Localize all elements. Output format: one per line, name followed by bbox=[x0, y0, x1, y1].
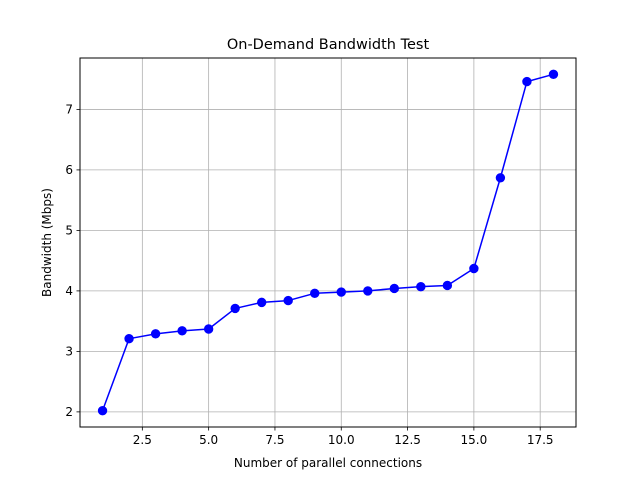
x-tick-label: 7.5 bbox=[265, 433, 284, 447]
data-point bbox=[389, 283, 400, 294]
data-point bbox=[469, 263, 479, 274]
data-point bbox=[150, 329, 161, 339]
data-point bbox=[310, 288, 320, 299]
plot-frame bbox=[79, 57, 577, 428]
y-tick-label: 7 bbox=[65, 103, 73, 117]
data-point bbox=[522, 76, 532, 87]
data-point bbox=[203, 324, 214, 334]
data-point bbox=[363, 286, 373, 296]
y-tick-label: 2 bbox=[65, 405, 73, 419]
x-tick-label: 10.0 bbox=[328, 433, 355, 447]
data-point bbox=[97, 405, 108, 416]
y-tick-label: 6 bbox=[65, 163, 73, 177]
x-tick-label: 2.5 bbox=[133, 433, 152, 447]
x-tick-label: 12.5 bbox=[394, 433, 421, 447]
series-layer bbox=[97, 69, 559, 416]
ticks: 2.5 5.0 7.5 10.0 12.5 15.0 17.5 2 3 4 5 6 7 bbox=[65, 103, 553, 447]
data-point bbox=[283, 295, 293, 306]
y-tick-label: 5 bbox=[65, 224, 73, 238]
data-point bbox=[177, 326, 187, 336]
data-point bbox=[336, 287, 346, 297]
x-tick-label: 17.5 bbox=[527, 433, 554, 447]
y-axis-label: Bandwidth (Mbps) bbox=[40, 188, 54, 297]
y-tick-label: 4 bbox=[65, 284, 73, 298]
y-tick-label: 3 bbox=[65, 345, 73, 359]
chart-title: On-Demand Bandwidth Test bbox=[227, 37, 430, 53]
data-point bbox=[416, 281, 426, 292]
data-point bbox=[548, 69, 559, 80]
x-tick-label: 5.0 bbox=[199, 433, 218, 447]
data-point bbox=[442, 280, 453, 291]
x-tick-label: 15.0 bbox=[461, 433, 488, 447]
data-point bbox=[124, 333, 134, 344]
data-point bbox=[230, 303, 240, 314]
data-point bbox=[256, 297, 267, 308]
x-axis-label: Number of parallel connections bbox=[234, 456, 422, 470]
data-point bbox=[495, 173, 506, 183]
grid bbox=[80, 58, 576, 427]
